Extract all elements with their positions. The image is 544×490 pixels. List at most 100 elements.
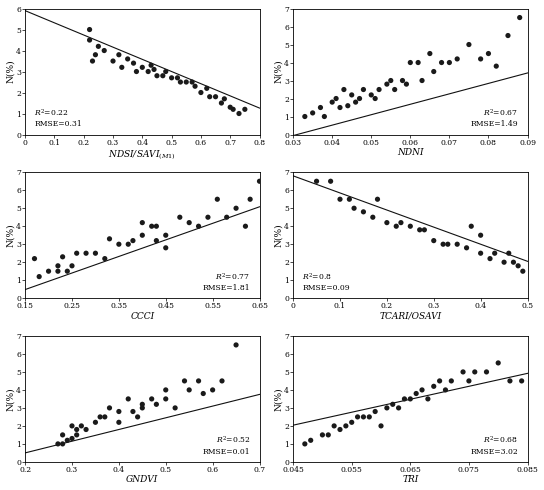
Point xyxy=(318,431,327,439)
Point xyxy=(241,222,250,230)
Point xyxy=(72,249,81,257)
Y-axis label: N(%): N(%) xyxy=(274,60,282,83)
Point xyxy=(53,262,62,270)
Point xyxy=(44,267,53,275)
Point xyxy=(162,231,170,239)
Point xyxy=(152,400,160,408)
Point xyxy=(213,196,221,203)
Point xyxy=(437,59,446,67)
Point xyxy=(185,219,194,226)
Point xyxy=(443,240,452,248)
Point xyxy=(514,262,522,270)
Point xyxy=(336,196,344,203)
Point xyxy=(359,86,368,94)
Point xyxy=(494,359,503,367)
Text: $R^2$=0.22
RMSE=0.31: $R^2$=0.22 RMSE=0.31 xyxy=(34,108,82,128)
Text: $R^2$=0.67
RMSE=1.49: $R^2$=0.67 RMSE=1.49 xyxy=(471,108,518,128)
Point xyxy=(150,66,158,74)
Point xyxy=(376,422,385,430)
Point xyxy=(351,98,360,106)
Point xyxy=(500,258,509,266)
Point xyxy=(194,377,203,385)
Point xyxy=(300,113,309,121)
Point xyxy=(343,102,352,110)
Point xyxy=(316,103,325,111)
Point xyxy=(336,426,344,434)
Point xyxy=(477,249,485,257)
Point xyxy=(394,404,403,412)
Point xyxy=(91,418,100,426)
Y-axis label: N(%): N(%) xyxy=(5,60,15,83)
Point xyxy=(477,55,485,63)
Point xyxy=(82,426,90,434)
Point xyxy=(144,68,152,75)
Y-axis label: N(%): N(%) xyxy=(274,223,282,247)
Point xyxy=(188,78,196,86)
Point xyxy=(439,240,448,248)
Point xyxy=(518,267,527,275)
Point xyxy=(63,437,72,444)
Point xyxy=(115,51,123,59)
Point xyxy=(484,49,493,57)
Point xyxy=(147,61,156,69)
Point xyxy=(72,431,81,439)
Point xyxy=(217,99,226,107)
Point xyxy=(88,57,97,65)
Point xyxy=(105,404,114,412)
Point xyxy=(147,395,156,403)
Point xyxy=(91,51,100,59)
Point xyxy=(509,258,518,266)
Point xyxy=(124,240,133,248)
Point xyxy=(425,49,434,57)
Point xyxy=(406,59,415,67)
Point xyxy=(58,431,67,439)
Point xyxy=(218,377,226,385)
Point xyxy=(342,422,350,430)
Point xyxy=(471,368,479,376)
Point xyxy=(152,222,160,230)
Point xyxy=(129,59,138,67)
Point xyxy=(152,237,160,245)
Point xyxy=(414,59,423,67)
Point xyxy=(402,80,411,88)
Point xyxy=(100,47,109,54)
Point xyxy=(196,89,205,97)
Point xyxy=(320,113,329,121)
Point xyxy=(199,390,208,397)
Point xyxy=(350,204,358,212)
Point xyxy=(138,404,147,412)
Point xyxy=(158,72,167,80)
Point xyxy=(63,267,72,275)
Point xyxy=(504,32,512,40)
Point xyxy=(77,422,86,430)
Point xyxy=(94,43,103,50)
Point xyxy=(308,109,317,117)
Point xyxy=(306,437,315,444)
Point xyxy=(96,413,104,421)
Point xyxy=(176,78,185,86)
Point xyxy=(162,386,170,394)
Point xyxy=(382,404,391,412)
Point xyxy=(406,222,415,230)
Point xyxy=(171,404,180,412)
Point xyxy=(326,177,335,185)
Point xyxy=(128,408,137,416)
Point xyxy=(445,59,454,67)
Point xyxy=(373,196,382,203)
Point xyxy=(82,249,90,257)
Point xyxy=(418,386,426,394)
Point xyxy=(300,440,309,448)
Point xyxy=(138,219,147,226)
Point xyxy=(191,82,200,90)
Point xyxy=(482,368,491,376)
Point xyxy=(85,36,94,44)
Point xyxy=(359,413,368,421)
Point xyxy=(355,95,364,102)
Point xyxy=(515,14,524,22)
Point xyxy=(371,408,380,416)
Point xyxy=(391,86,399,94)
Point xyxy=(420,226,429,234)
Point xyxy=(162,68,170,75)
Point xyxy=(406,395,415,403)
Point xyxy=(180,377,189,385)
